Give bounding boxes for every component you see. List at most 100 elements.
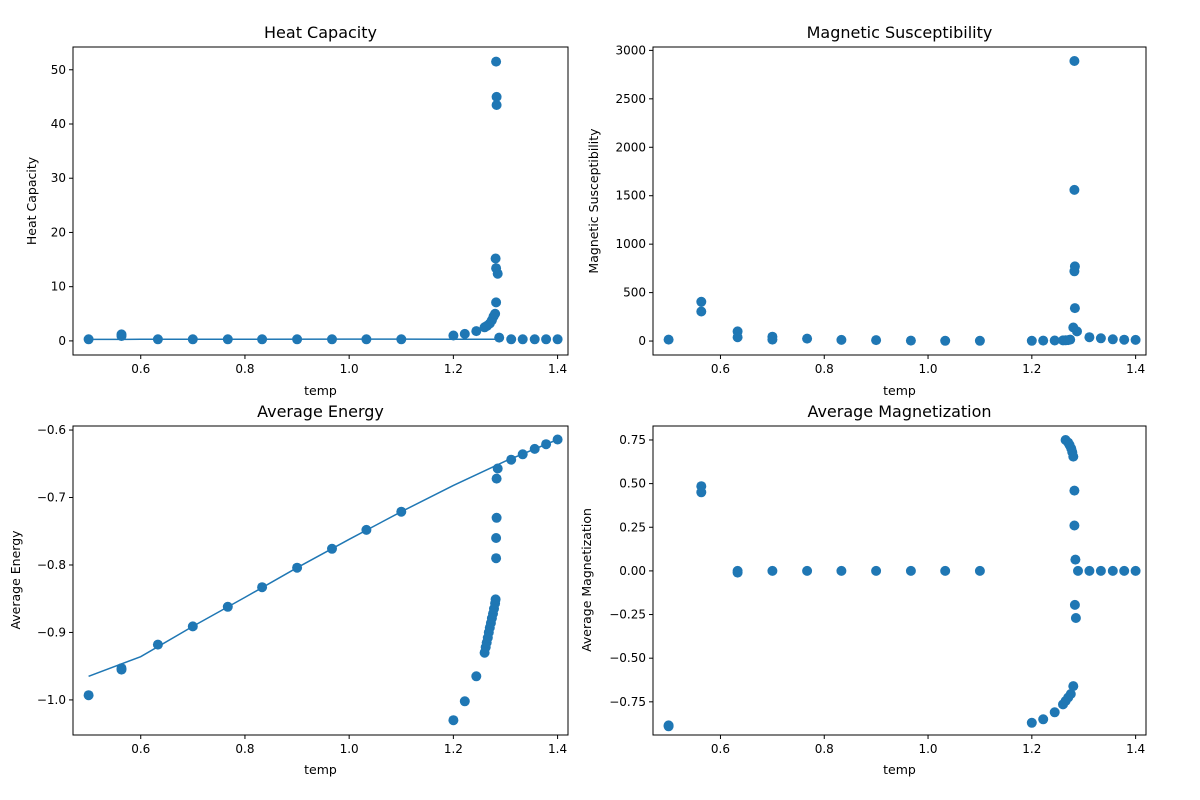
data-point — [1107, 334, 1118, 345]
data-point — [1026, 335, 1037, 346]
data-point — [492, 463, 503, 474]
data-point — [541, 439, 552, 450]
data-point — [663, 720, 674, 731]
data-point — [802, 565, 813, 576]
x-axis-label: temp — [883, 762, 916, 777]
data-point — [152, 334, 163, 345]
data-point — [1049, 707, 1060, 718]
data-point — [361, 524, 372, 535]
data-point — [1065, 334, 1076, 345]
data-point — [448, 330, 459, 341]
y-axis-label: Magnetic Susceptibility — [586, 128, 601, 274]
data-point — [396, 506, 407, 517]
subplot-heat-capacity: Heat Capacity temp Heat Capacity 0.6 0.8 1… — [24, 23, 569, 398]
x-tick-label: 1.4 — [1126, 362, 1145, 376]
x-tick-label: 1.0 — [918, 362, 937, 376]
data-point — [1069, 261, 1080, 272]
plot-area — [663, 56, 1141, 346]
x-tick-label: 1.4 — [1126, 742, 1145, 756]
data-point — [1065, 689, 1076, 699]
data-point — [459, 696, 470, 707]
data-point — [1069, 485, 1080, 496]
y-tick-label: −0.50 — [609, 651, 646, 665]
data-point — [116, 664, 127, 675]
axes-frame — [652, 46, 1147, 356]
data-point — [732, 332, 743, 343]
chart-title: Average Energy — [257, 402, 384, 421]
y-tick-label: 0 — [638, 334, 646, 348]
y-tick-label: −0.75 — [609, 695, 646, 709]
data-point — [552, 434, 563, 445]
x-tick-label: 0.6 — [131, 362, 150, 376]
data-point — [696, 487, 707, 498]
data-point — [1084, 332, 1095, 343]
data-point — [940, 335, 951, 346]
data-point — [517, 449, 528, 460]
data-point — [152, 639, 163, 650]
x-tick-label: 1.0 — [918, 742, 937, 756]
data-point — [940, 565, 951, 576]
data-point — [836, 334, 847, 345]
x-tick-label: 1.2 — [444, 362, 463, 376]
data-point — [732, 567, 743, 578]
data-point — [257, 334, 268, 345]
data-point — [491, 512, 502, 523]
y-tick-label: 0.25 — [619, 520, 646, 534]
data-point — [1068, 451, 1079, 462]
data-point — [491, 533, 502, 543]
plot-area — [663, 435, 1141, 732]
data-point — [871, 565, 882, 576]
data-point — [1073, 565, 1083, 576]
y-tick-label: 0.50 — [619, 477, 646, 491]
data-point — [552, 334, 563, 345]
chart-title: Heat Capacity — [264, 23, 377, 42]
data-point — [292, 562, 303, 573]
data-point — [1068, 681, 1079, 692]
x-tick-label: 1.2 — [444, 742, 463, 756]
data-point — [1095, 565, 1106, 576]
data-point — [1070, 554, 1081, 565]
y-tick-label: 500 — [623, 286, 646, 300]
data-point — [1095, 333, 1106, 344]
y-axis-label: Heat Capacity — [24, 156, 39, 245]
data-point — [471, 326, 482, 337]
data-point — [222, 334, 233, 345]
data-point — [361, 334, 372, 345]
data-point — [1069, 303, 1080, 314]
data-point — [327, 543, 337, 554]
data-point — [1069, 599, 1080, 610]
y-axis-label: Average Magnetization — [579, 508, 594, 652]
plot-area — [83, 434, 563, 726]
axes-frame — [72, 46, 569, 356]
data-point — [506, 454, 517, 465]
data-point — [1049, 335, 1060, 346]
data-point — [767, 565, 778, 576]
series-line — [88, 438, 558, 678]
x-axis-label: temp — [304, 762, 337, 777]
data-point — [1072, 326, 1082, 337]
chart-title: Average Magnetization — [807, 402, 991, 421]
data-point — [187, 334, 198, 345]
data-point — [491, 91, 502, 102]
data-point — [490, 253, 501, 264]
data-point — [802, 333, 813, 344]
axes-frame — [652, 425, 1147, 736]
y-tick-label: 20 — [51, 225, 66, 239]
data-point — [541, 334, 552, 345]
data-point — [974, 335, 985, 346]
data-point — [1084, 565, 1095, 576]
y-tick-label: −0.6 — [37, 423, 66, 437]
data-point — [1069, 520, 1080, 531]
data-point — [767, 334, 778, 345]
y-tick-label: −0.7 — [37, 491, 66, 505]
data-point — [1069, 184, 1080, 195]
data-point — [905, 335, 916, 346]
chart-title: Magnetic Susceptibility — [807, 23, 993, 42]
y-tick-label: 0.00 — [619, 564, 646, 578]
data-point — [116, 331, 127, 341]
data-point — [1119, 334, 1130, 345]
subplot-average-energy: Average Energy temp Average Energy 0.6 0.… — [8, 402, 569, 777]
data-point — [696, 306, 707, 317]
data-point — [83, 334, 94, 345]
